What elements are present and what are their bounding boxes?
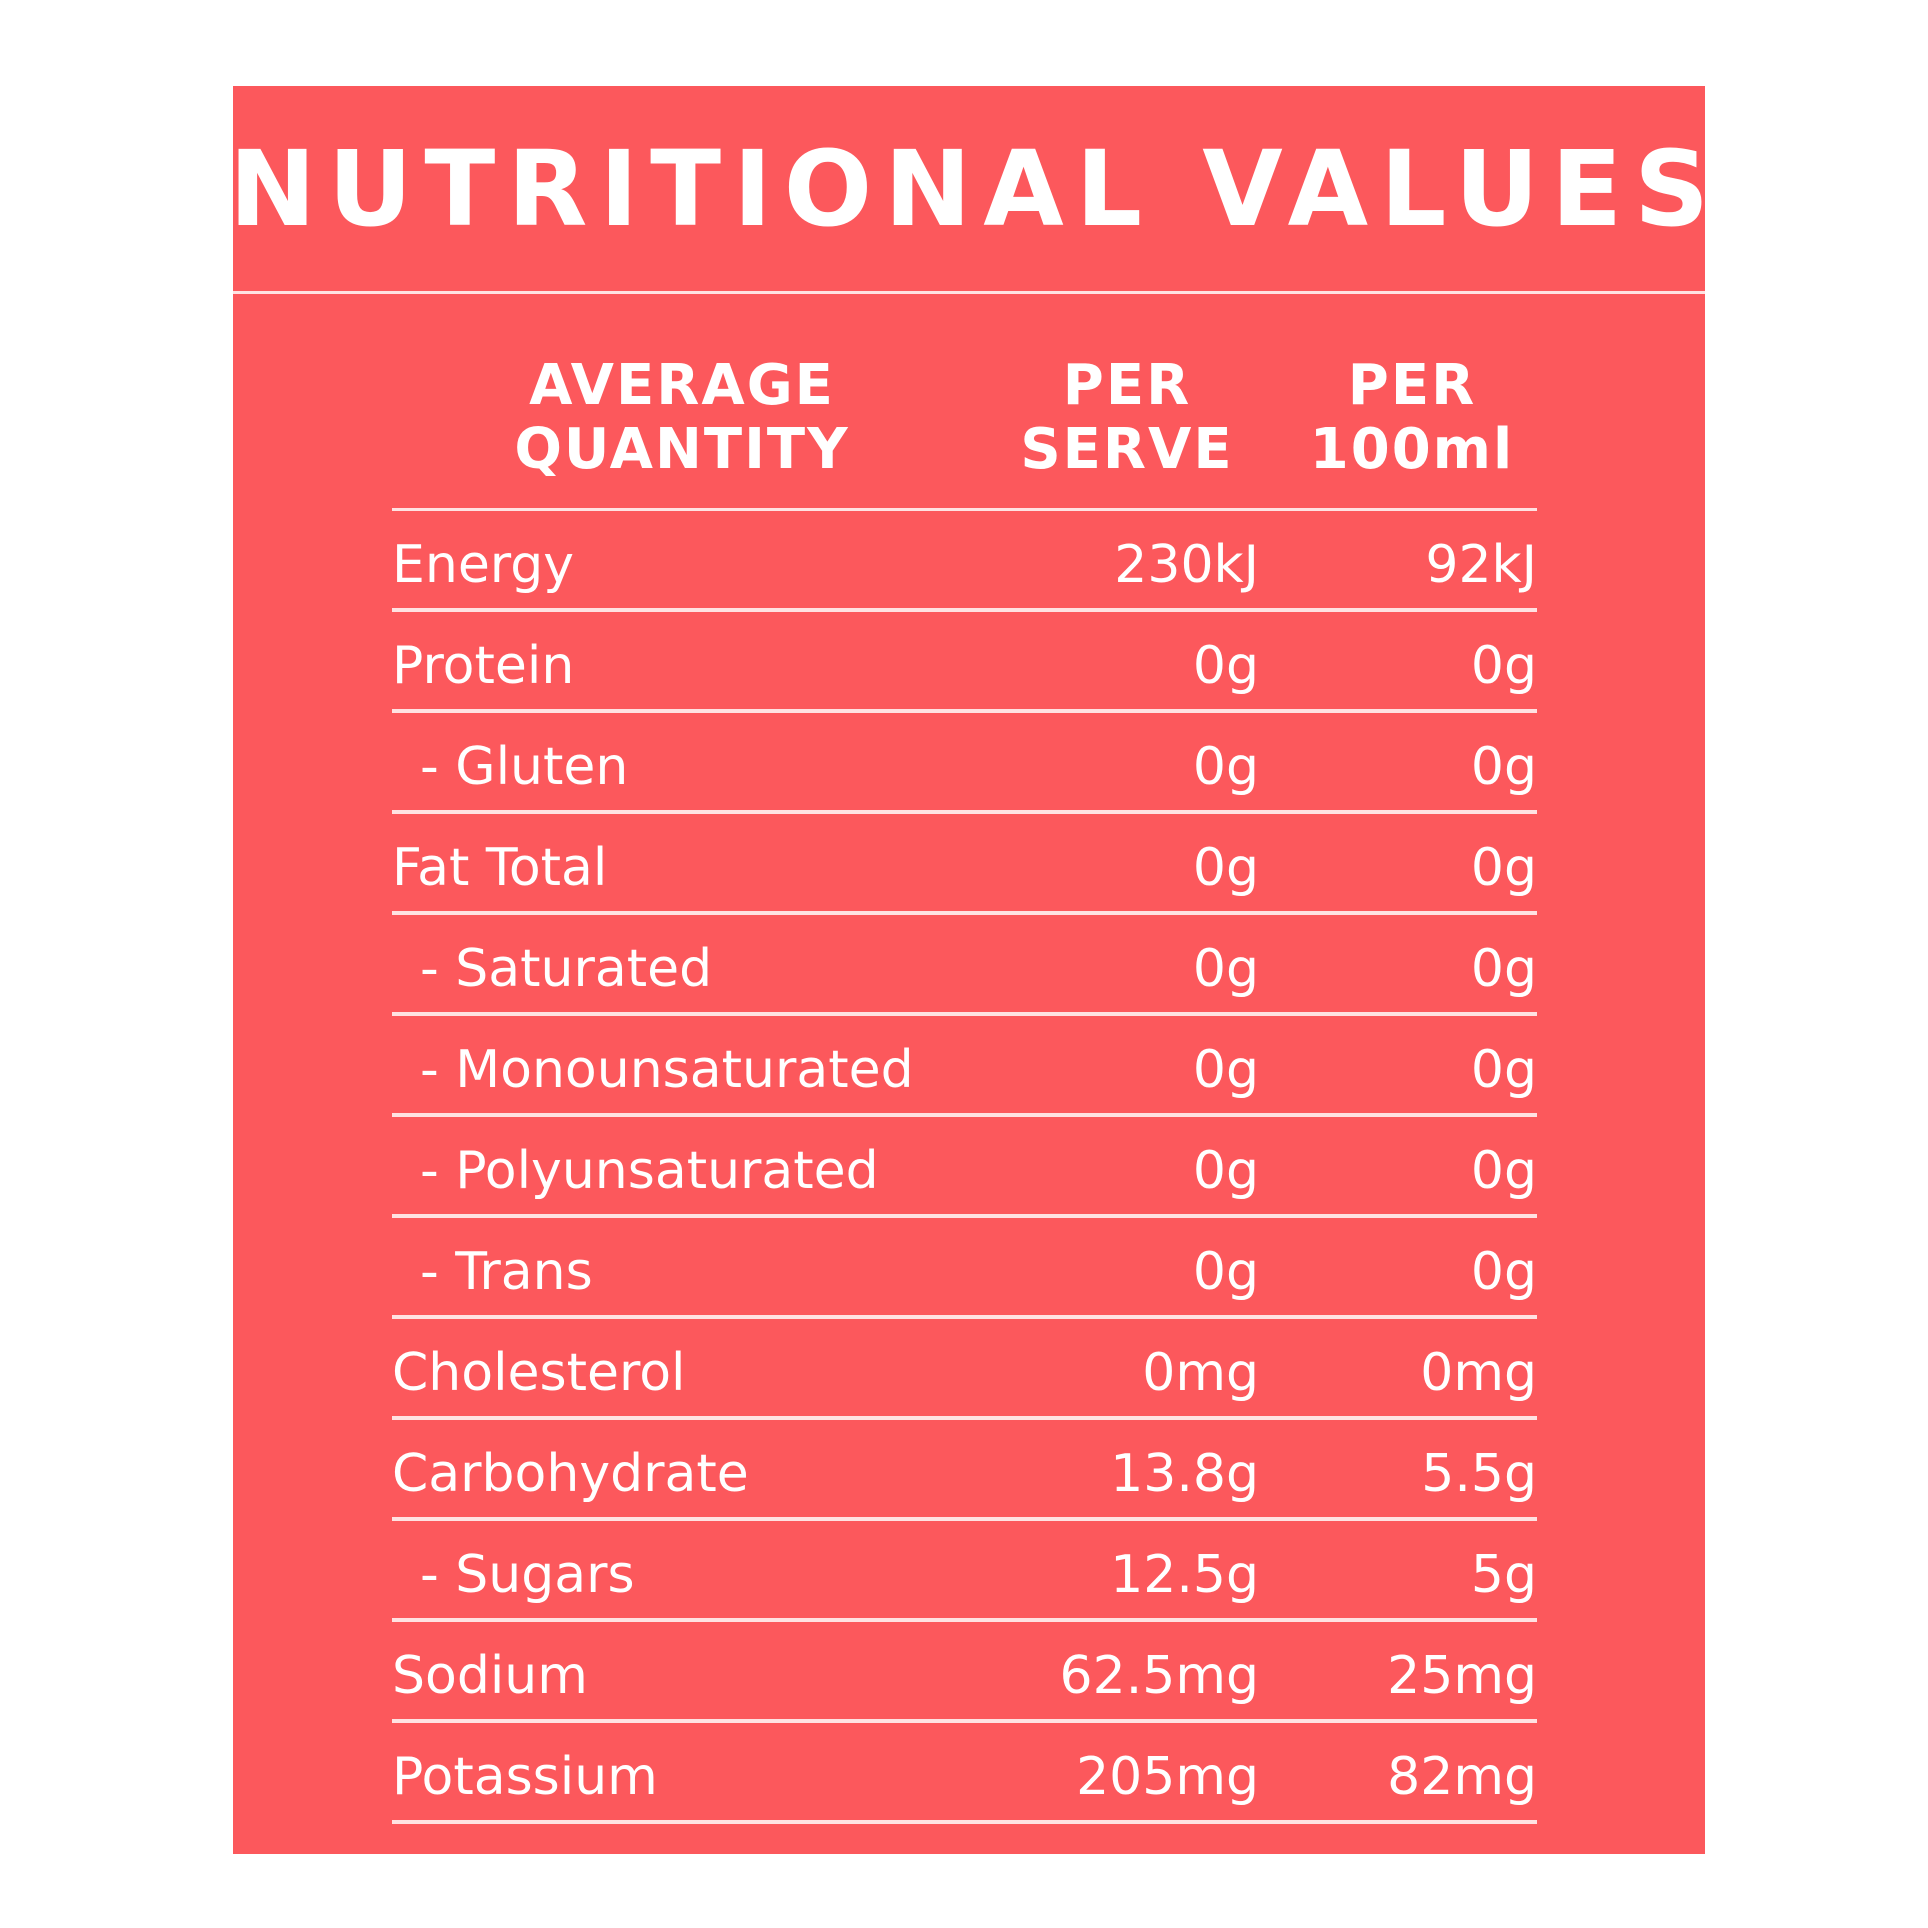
per-serve-value: 0g	[1192, 636, 1259, 696]
per-serve-value: 230kJ	[1114, 535, 1259, 595]
per-100ml-value: 0g	[1470, 1141, 1537, 1201]
header-per-100ml-line1: PER	[1347, 353, 1477, 418]
nutrient-name: Energy	[392, 535, 575, 595]
per-serve-value: 0g	[1192, 737, 1259, 797]
per-serve-value: 62.5mg	[1059, 1646, 1259, 1706]
nutrient-name: Sodium	[392, 1646, 588, 1706]
header-per-serve-line1: PER	[1062, 353, 1192, 418]
table-row: Fat Total 0g 0g	[392, 814, 1537, 915]
nutrient-name: - Gluten	[420, 737, 629, 797]
table-row: Cholesterol 0mg 0mg	[392, 1319, 1537, 1420]
nutrient-name: - Polyunsaturated	[420, 1141, 879, 1201]
per-serve-value: 0g	[1192, 838, 1259, 898]
table-row: - Polyunsaturated 0g 0g	[392, 1117, 1537, 1218]
per-serve-value: 12.5g	[1110, 1545, 1259, 1605]
per-100ml-value: 0mg	[1420, 1343, 1537, 1403]
header-average-quantity-line1: AVERAGE	[529, 353, 835, 418]
header-average-quantity-line2: QUANTITY	[514, 417, 850, 482]
table-row: - Sugars 12.5g 5g	[392, 1521, 1537, 1622]
per-serve-value: 0g	[1192, 1141, 1259, 1201]
table-row: Sodium 62.5mg 25mg	[392, 1622, 1537, 1723]
table-header: AVERAGE QUANTITY PER SERVE PER 100ml	[392, 354, 1537, 511]
table-row: - Monounsaturated 0g 0g	[392, 1016, 1537, 1117]
title-band: NUTRITIONAL VALUES	[229, 86, 1709, 294]
table-row: - Trans 0g 0g	[392, 1218, 1537, 1319]
nutrient-name: - Sugars	[420, 1545, 635, 1605]
table-row: Energy 230kJ 92kJ	[392, 511, 1537, 612]
nutrient-name: Fat Total	[392, 838, 608, 898]
per-100ml-value: 25mg	[1387, 1646, 1537, 1706]
nutrient-name: Cholesterol	[392, 1343, 686, 1403]
per-serve-value: 205mg	[1076, 1747, 1259, 1807]
per-serve-value: 0g	[1192, 1040, 1259, 1100]
per-100ml-value: 5.5g	[1421, 1444, 1537, 1504]
page-title: NUTRITIONAL VALUES	[228, 127, 1722, 250]
table-row: - Saturated 0g 0g	[392, 915, 1537, 1016]
per-100ml-value: 0g	[1470, 838, 1537, 898]
header-per-serve-line2: SERVE	[1020, 417, 1234, 482]
per-serve-value: 0g	[1192, 939, 1259, 999]
per-100ml-value: 92kJ	[1425, 535, 1537, 595]
per-100ml-value: 0g	[1470, 636, 1537, 696]
nutrition-table: AVERAGE QUANTITY PER SERVE PER 100ml Ene…	[392, 354, 1537, 1824]
per-serve-value: 0g	[1192, 1242, 1259, 1302]
nutrient-name: - Trans	[420, 1242, 593, 1302]
per-100ml-value: 0g	[1470, 1040, 1537, 1100]
nutrient-name: - Monounsaturated	[420, 1040, 914, 1100]
per-100ml-value: 0g	[1470, 1242, 1537, 1302]
per-100ml-value: 0g	[1470, 737, 1537, 797]
per-serve-value: 0mg	[1142, 1343, 1259, 1403]
table-row: Carbohydrate 13.8g 5.5g	[392, 1420, 1537, 1521]
nutrient-name: - Saturated	[420, 939, 713, 999]
nutrient-name: Protein	[392, 636, 575, 696]
header-per-100ml-line2: 100ml	[1309, 417, 1515, 482]
table-row: - Gluten 0g 0g	[392, 713, 1537, 814]
table-row: Protein 0g 0g	[392, 612, 1537, 713]
per-serve-value: 13.8g	[1110, 1444, 1259, 1504]
nutrient-name: Potassium	[392, 1747, 658, 1807]
nutrient-name: Carbohydrate	[392, 1444, 749, 1504]
nutrition-panel: NUTRITIONAL VALUES AVERAGE QUANTITY PER …	[229, 86, 1709, 1854]
per-100ml-value: 0g	[1470, 939, 1537, 999]
table-row: Potassium 205mg 82mg	[392, 1723, 1537, 1824]
table-body: Energy 230kJ 92kJ Protein 0g 0g - Gluten 0g 0g Fa…	[392, 511, 1537, 1824]
per-100ml-value: 5g	[1470, 1545, 1537, 1605]
per-100ml-value: 82mg	[1387, 1747, 1537, 1807]
